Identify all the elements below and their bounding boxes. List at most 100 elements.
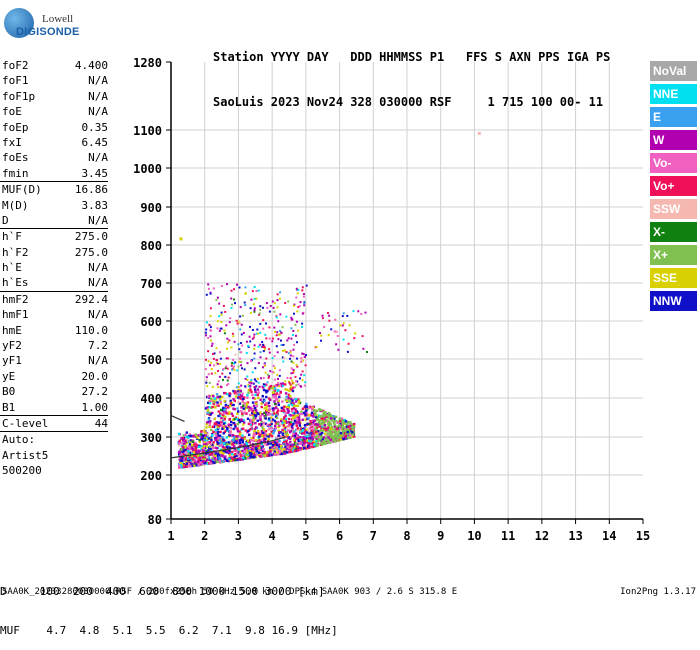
data-point	[243, 411, 246, 414]
data-point	[295, 296, 298, 299]
data-point	[261, 435, 264, 438]
data-point	[308, 437, 311, 440]
data-point	[278, 395, 281, 399]
data-point	[293, 312, 295, 315]
data-point	[232, 440, 236, 443]
data-point	[301, 432, 304, 435]
data-point	[230, 412, 233, 415]
data-point	[217, 370, 220, 372]
data-point	[275, 398, 279, 401]
data-point	[233, 391, 236, 395]
data-point	[284, 414, 287, 417]
data-point	[210, 368, 213, 370]
data-point	[209, 413, 213, 416]
data-point	[212, 405, 216, 409]
data-point	[229, 402, 232, 405]
data-point	[268, 427, 271, 430]
data-point	[189, 441, 192, 444]
data-point	[296, 435, 299, 438]
data-point	[298, 442, 301, 445]
data-point	[276, 373, 279, 376]
data-point	[187, 440, 190, 443]
data-point	[263, 411, 266, 415]
data-point	[247, 457, 250, 460]
data-point	[297, 401, 301, 404]
data-point	[288, 400, 292, 403]
data-point	[256, 328, 259, 331]
param-row: h`E N/A	[0, 260, 112, 275]
data-point	[232, 427, 235, 431]
data-point	[255, 385, 258, 388]
data-point	[234, 353, 237, 356]
data-point	[268, 388, 271, 391]
data-point	[205, 442, 208, 446]
data-point	[241, 412, 244, 415]
param-row: h`Es N/A	[0, 275, 112, 290]
data-point	[244, 304, 247, 307]
data-point	[206, 411, 209, 415]
data-point	[256, 393, 259, 397]
data-point	[273, 402, 277, 405]
data-point	[222, 378, 224, 381]
data-point	[180, 457, 183, 460]
data-point	[218, 395, 222, 398]
data-point	[284, 432, 287, 435]
data-point	[305, 447, 308, 450]
data-point	[240, 333, 243, 336]
data-point	[282, 407, 285, 410]
data-point	[273, 378, 276, 381]
data-point	[240, 394, 243, 398]
data-point	[216, 401, 219, 404]
data-point	[288, 423, 291, 426]
data-point	[342, 338, 345, 341]
data-point	[283, 349, 286, 352]
data-point	[185, 460, 188, 463]
data-point	[268, 337, 271, 340]
data-point	[289, 414, 292, 417]
data-point	[264, 414, 268, 417]
param-row: h`F 275.0	[0, 229, 112, 244]
data-point	[246, 393, 249, 397]
data-point	[276, 293, 279, 296]
data-point	[269, 449, 272, 453]
data-point	[287, 403, 291, 407]
data-point	[223, 399, 226, 403]
data-point	[321, 431, 324, 435]
data-point	[311, 435, 314, 438]
data-point	[235, 417, 238, 421]
data-point	[279, 333, 281, 336]
legend-item: NNE	[650, 84, 697, 104]
muf-table: D 100 200 400 600 800 1000 1500 3000 [km…	[0, 559, 338, 650]
data-point	[274, 393, 277, 396]
data-point	[259, 322, 262, 325]
data-point	[339, 438, 342, 441]
data-point	[329, 414, 333, 417]
data-point	[268, 397, 271, 400]
data-point	[208, 402, 212, 405]
data-point	[352, 433, 355, 436]
data-point	[241, 400, 244, 403]
data-point	[264, 454, 267, 457]
data-point	[252, 439, 255, 442]
data-point	[299, 446, 302, 450]
data-point	[249, 427, 252, 431]
data-point	[326, 426, 330, 429]
data-point	[237, 418, 240, 422]
data-point	[232, 398, 235, 401]
data-point	[216, 437, 220, 440]
data-point	[345, 428, 348, 431]
data-point	[185, 465, 188, 468]
data-point	[228, 441, 231, 444]
data-point	[280, 409, 283, 412]
data-point	[255, 405, 258, 408]
data-point	[216, 362, 219, 365]
data-point	[233, 399, 236, 403]
param-row: MUF(D) 16.86	[0, 182, 112, 197]
param-value: 3.83	[81, 198, 109, 212]
data-point	[234, 452, 237, 456]
data-point	[192, 458, 195, 461]
data-point	[293, 416, 296, 419]
data-point	[225, 324, 228, 327]
data-point	[277, 401, 280, 404]
data-point	[204, 431, 207, 435]
